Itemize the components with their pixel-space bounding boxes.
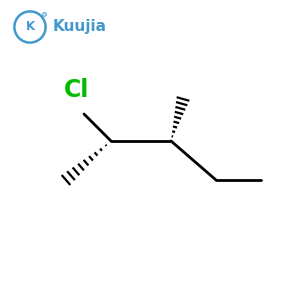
Text: Cl: Cl — [64, 78, 89, 102]
Text: Kuujia: Kuujia — [53, 20, 107, 34]
Text: K: K — [26, 20, 34, 34]
